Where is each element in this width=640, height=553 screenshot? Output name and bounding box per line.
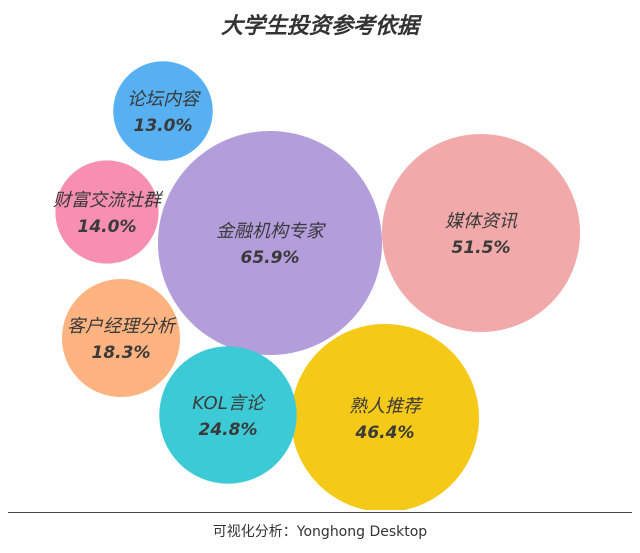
bubble-7: 论坛内容 13.0% [113, 61, 213, 161]
bubble-label: 金融机构专家 [216, 221, 326, 242]
bubble-label: 熟人推荐 [349, 396, 424, 417]
bubble-circle [381, 133, 581, 333]
bubble-value: 14.0% [78, 217, 137, 237]
bubble-label: 客户经理分析 [67, 316, 177, 337]
bubble-label: 论坛内容 [127, 89, 201, 110]
bubble-circle [159, 346, 297, 484]
bubble-value: 13.0% [134, 116, 193, 136]
chart-title: 大学生投资参考依据 [220, 14, 419, 39]
bubble-circle [61, 278, 181, 398]
bubble-6: 财富交流社群 14.0% [53, 160, 164, 264]
bubble-value: 46.4% [355, 423, 415, 443]
bubble-2: 媒体资讯 51.5% [381, 133, 581, 333]
bubble-label: 财富交流社群 [53, 190, 164, 211]
bubble-label: 媒体资讯 [445, 211, 518, 232]
bubble-circle [291, 324, 479, 510]
bubble-value: 51.5% [452, 238, 511, 258]
bubble-5: 客户经理分析 18.3% [61, 278, 181, 398]
bubble-value: 18.3% [92, 343, 151, 363]
bubble-circle [113, 61, 213, 161]
bubble-label: KOL言论 [192, 393, 266, 414]
bubble-1: 金融机构专家 65.9% [157, 130, 383, 356]
bubble-value: 24.8% [199, 420, 258, 440]
bubble-4: KOL言论 24.8% [159, 346, 297, 484]
source-line: 可视化分析：Yonghong Desktop [212, 524, 428, 540]
bubble-3: 熟人推荐 46.4% [291, 324, 479, 510]
bubble-chart: 金融机构专家 65.9% 媒体资讯 51.5% 熟人推荐 46.4% KOL言论 24.8% 客… [53, 61, 581, 510]
bubble-circle [157, 130, 383, 356]
divider [8, 512, 632, 513]
bubble-circle [55, 160, 159, 264]
bubble-value: 65.9% [241, 248, 300, 268]
